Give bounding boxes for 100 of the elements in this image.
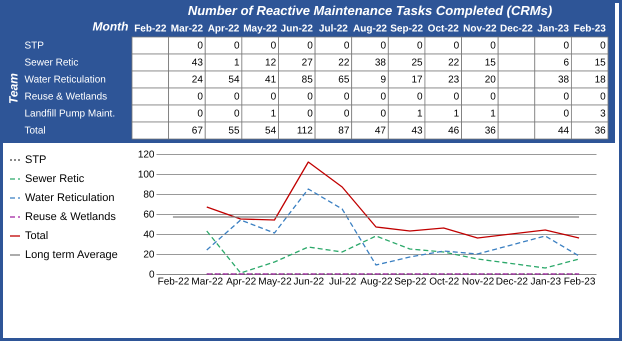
- data-label: 25: [411, 58, 424, 68]
- x-tick-label: Jan-23: [537, 24, 570, 34]
- data-label: 0: [490, 40, 496, 52]
- data-label: 0: [270, 40, 277, 52]
- data-label: 0: [307, 40, 314, 52]
- data-label: 22: [338, 58, 350, 68]
- data-label: 112: [296, 126, 314, 136]
- data-label: 0: [564, 108, 570, 120]
- x-tick-label: Feb-22: [158, 276, 190, 288]
- data-label: 0: [490, 92, 496, 102]
- data-label: 0: [197, 40, 204, 52]
- data-label: 0: [234, 40, 240, 52]
- x-tick-label: Nov-22: [463, 24, 497, 34]
- data-label: 0: [380, 92, 386, 102]
- data-label: 36: [484, 126, 496, 136]
- data-label: 1: [270, 108, 277, 120]
- x-tick-label: Feb-23: [564, 276, 596, 288]
- legend-label: Long term Average: [25, 249, 118, 261]
- data-label: 0: [270, 92, 277, 102]
- x-axis-title: Month: [92, 20, 128, 34]
- data-label: 22: [448, 58, 460, 68]
- x-tick-label: Jun-22: [280, 24, 314, 34]
- data-label: 9: [380, 74, 386, 86]
- data-label: 0: [417, 40, 424, 52]
- data-label: 15: [594, 58, 606, 68]
- data-label: 0: [307, 108, 314, 120]
- y-tick-label: Landfill Pump Maint.: [24, 108, 116, 120]
- data-label: 0: [344, 92, 350, 102]
- data-label: 0: [380, 108, 386, 120]
- data-label: 54: [265, 126, 277, 136]
- y-axis-title: Team: [6, 72, 20, 104]
- data-label: 67: [192, 126, 204, 136]
- data-label: 20: [484, 74, 496, 86]
- x-tick-label: May-22: [243, 24, 278, 34]
- y-tick-label: Reuse & Wetlands: [24, 92, 108, 102]
- x-tick-label: Apr-22: [226, 276, 257, 288]
- data-label: 54: [228, 74, 240, 86]
- data-label: 1: [234, 58, 240, 68]
- data-label: 43: [411, 126, 424, 136]
- data-label: 38: [374, 58, 386, 68]
- data-label: 41: [265, 74, 277, 86]
- data-label: 0: [197, 92, 204, 102]
- y-tick-label: Sewer Retic: [24, 58, 78, 68]
- data-label: 0: [417, 92, 424, 102]
- x-tick-label: Apr-22: [208, 24, 240, 34]
- y-tick-label: STP: [24, 40, 44, 52]
- data-label: 15: [484, 58, 496, 68]
- data-label: 1: [417, 108, 424, 120]
- data-label: 24: [192, 74, 204, 86]
- data-label: 1: [490, 108, 496, 120]
- data-label: 36: [594, 126, 606, 136]
- data-label: 87: [338, 126, 350, 136]
- data-label: 0: [344, 108, 350, 120]
- data-label: 0: [454, 40, 460, 52]
- data-label: 0: [234, 108, 240, 120]
- data-label: 0: [564, 92, 570, 102]
- data-label: 17: [411, 74, 424, 86]
- x-tick-label: Jan-23: [530, 276, 562, 288]
- data-label: 43: [192, 58, 204, 68]
- x-tick-label: Aug-22: [353, 24, 388, 34]
- data-label: 0: [234, 92, 240, 102]
- data-label: 18: [594, 74, 606, 86]
- x-tick-label: Dec-22: [496, 276, 528, 288]
- data-label: 46: [448, 126, 460, 136]
- data-label: 23: [448, 74, 460, 86]
- x-tick-label: Mar-22: [170, 24, 204, 34]
- data-label: 12: [265, 58, 277, 68]
- data-label: 0: [307, 92, 314, 102]
- x-tick-label: Jul-22: [329, 276, 357, 288]
- x-tick-label: Feb-23: [574, 24, 606, 34]
- data-label: 85: [302, 74, 314, 86]
- y-tick-label: 100: [138, 170, 155, 180]
- data-label: 0: [600, 40, 606, 52]
- y-tick-label: 20: [143, 250, 155, 260]
- data-label: 55: [228, 126, 240, 136]
- x-tick-label: Jul-22: [318, 24, 348, 34]
- x-tick-label: Sep-22: [394, 276, 427, 288]
- data-label: 65: [338, 74, 350, 86]
- line-series: [206, 230, 580, 274]
- y-tick-label: 80: [143, 190, 155, 200]
- x-tick-label: Jun-22: [294, 276, 325, 288]
- data-label: 3: [600, 108, 606, 120]
- x-tick-label: Dec-22: [500, 24, 534, 34]
- data-label: 47: [374, 126, 386, 136]
- y-tick-label: 120: [138, 150, 155, 160]
- data-label: 0: [564, 40, 570, 52]
- x-tick-label: Mar-22: [191, 276, 224, 288]
- data-label: 27: [302, 58, 314, 68]
- data-label: 0: [454, 92, 460, 102]
- y-tick-label: 60: [143, 210, 155, 220]
- y-tick-label: Total: [24, 126, 46, 136]
- x-tick-label: Aug-22: [360, 276, 394, 288]
- chart-title: Number of Reactive Maintenance Tasks Completed (CRMs): [188, 3, 552, 18]
- line-series: [206, 188, 580, 266]
- y-tick-label: Water Reticulation: [24, 74, 106, 86]
- y-tick-label: 0: [148, 270, 155, 280]
- data-label: 1: [454, 108, 460, 120]
- x-tick-label: Nov-22: [462, 276, 495, 288]
- x-tick-label: May-22: [258, 276, 292, 288]
- data-label: 44: [558, 126, 570, 136]
